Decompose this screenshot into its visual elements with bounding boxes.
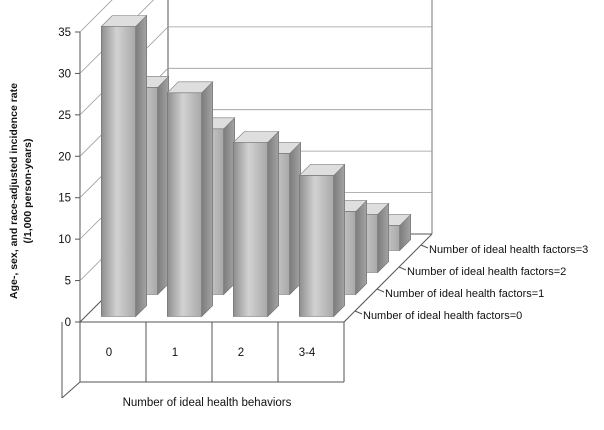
depth-tick-mark bbox=[420, 244, 429, 249]
x-tick-label: 2 bbox=[238, 347, 244, 359]
gridline bbox=[79, 0, 113, 33]
depth-tick-mark bbox=[354, 310, 363, 315]
y-axis-label-line2: (/1,000 person-years) bbox=[22, 138, 34, 243]
bar-front bbox=[101, 26, 136, 317]
bars-layer bbox=[100, 14, 412, 318]
depth-tick-mark bbox=[376, 288, 385, 293]
x-axis-label: Number of ideal health behaviors bbox=[123, 397, 292, 409]
bar bbox=[232, 130, 280, 318]
y-tick-label: 35 bbox=[58, 27, 71, 39]
bar-side bbox=[377, 202, 390, 274]
bar-front bbox=[298, 175, 335, 317]
x-tick-label: 1 bbox=[172, 347, 178, 359]
y-tick-label: 10 bbox=[58, 234, 71, 246]
chart-frame bbox=[61, 0, 433, 399]
y-axis-label-line1: Age-, sex, and race-adjusted incidence r… bbox=[8, 83, 20, 299]
y-tick-label: 0 bbox=[65, 317, 71, 329]
bar-front bbox=[167, 92, 202, 317]
depth-tick-mark bbox=[398, 266, 407, 271]
bar-side bbox=[135, 14, 147, 318]
bar bbox=[298, 163, 346, 318]
labels-layer: Age-, sex, and race-adjusted incidence r… bbox=[8, 27, 588, 409]
bar-side bbox=[333, 163, 346, 318]
y-tick-label: 20 bbox=[58, 151, 71, 163]
y-tick-label: 5 bbox=[65, 276, 71, 288]
bar bbox=[166, 81, 214, 318]
y-tick-label: 30 bbox=[58, 68, 71, 80]
series-label: Number of ideal health factors=3 bbox=[429, 244, 588, 256]
depth-axis-line bbox=[343, 233, 433, 323]
series-label: Number of ideal health factors=1 bbox=[385, 288, 544, 300]
y-tick-label: 15 bbox=[58, 193, 71, 205]
series-label: Number of ideal health factors=2 bbox=[407, 266, 566, 278]
y-tick-label: 25 bbox=[58, 110, 71, 122]
bar bbox=[100, 14, 148, 318]
bar-side bbox=[201, 81, 213, 318]
x-tick-label: 0 bbox=[106, 347, 112, 359]
series-label: Number of ideal health factors=0 bbox=[363, 310, 522, 322]
bar-front bbox=[233, 142, 269, 317]
bar-side bbox=[267, 130, 280, 318]
bar-side bbox=[355, 199, 368, 296]
table-bottom-left bbox=[61, 381, 81, 399]
x-tick-label: 3-4 bbox=[299, 347, 316, 359]
